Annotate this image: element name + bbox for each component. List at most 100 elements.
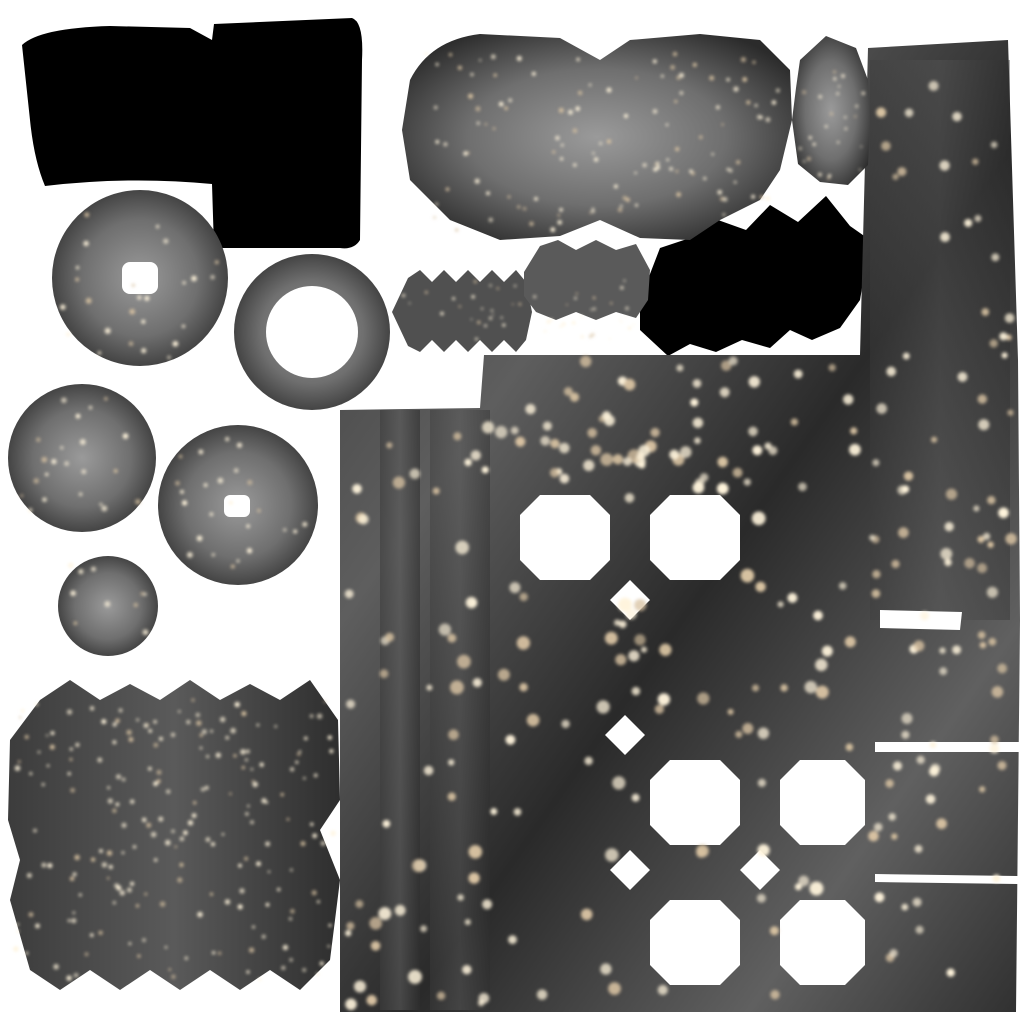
glitter-fleck — [225, 437, 230, 442]
glitter-fleck — [98, 930, 103, 935]
glitter-fleck — [448, 759, 455, 766]
glitter-fleck — [675, 169, 679, 173]
glitter-fleck — [72, 872, 77, 877]
glitter-fleck — [844, 636, 856, 648]
glitter-fleck — [209, 512, 214, 517]
glitter-fleck — [560, 157, 564, 161]
glitter-fleck — [769, 926, 779, 936]
glitter-fleck — [977, 563, 988, 574]
glitter-fleck — [964, 557, 975, 569]
glitter-fleck — [435, 140, 440, 144]
glitter-fleck — [217, 951, 222, 955]
glitter-fleck — [386, 442, 393, 449]
glitter-fleck — [344, 589, 354, 599]
glitter-fleck — [631, 686, 641, 696]
glitter-fleck — [518, 302, 522, 306]
shadow-islands — [22, 18, 870, 356]
glitter-fleck — [897, 485, 907, 495]
glitter-fleck — [742, 723, 754, 734]
glitter-fleck — [61, 397, 67, 403]
glitter-fleck — [74, 854, 80, 861]
glitter-fleck — [178, 454, 183, 459]
glitter-fleck — [590, 308, 593, 311]
glitter-fleck — [435, 202, 439, 206]
glitter-fleck — [382, 819, 391, 828]
glitter-fleck — [90, 933, 94, 937]
glitter-fleck — [821, 645, 833, 657]
glitter-fleck — [201, 729, 207, 735]
glitter-fleck — [143, 592, 147, 596]
glitter-fleck — [172, 340, 179, 347]
glitter-fleck — [557, 220, 562, 225]
glitter-fleck — [267, 870, 271, 874]
glitter-fleck — [912, 897, 922, 907]
glitter-fleck — [531, 71, 536, 76]
glitter-fleck — [146, 723, 149, 726]
glitter-fleck — [692, 62, 697, 67]
glitter-fleck — [914, 844, 923, 853]
glitter-fleck — [440, 311, 444, 316]
glitter-fleck — [302, 968, 307, 972]
glitter-fleck — [42, 497, 47, 502]
glitter-fleck — [818, 94, 823, 99]
glitter-fleck — [408, 302, 411, 305]
glitter-fleck — [81, 469, 87, 475]
glitter-fleck — [73, 973, 79, 978]
glitter-fleck — [690, 398, 699, 407]
glitter-fleck — [813, 610, 823, 621]
glitter-fleck — [101, 505, 108, 512]
glitter-fleck — [205, 837, 211, 842]
glitter-fleck — [516, 55, 522, 61]
glitter-fleck — [850, 427, 858, 435]
glitter-fleck — [313, 773, 318, 778]
glitter-fleck — [625, 608, 637, 620]
glitter-fleck — [798, 147, 802, 150]
glitter-fleck — [815, 658, 828, 672]
glitter-fleck — [135, 904, 140, 908]
glitter-fleck — [642, 162, 647, 168]
glitter-fleck — [871, 589, 881, 598]
glitter-fleck — [71, 918, 77, 924]
glitter-fleck — [653, 167, 658, 172]
glitter-fleck — [167, 355, 171, 360]
glitter-fleck — [75, 277, 79, 282]
glitter-fleck — [756, 893, 766, 903]
glitter-fleck — [99, 502, 103, 506]
glitter-fleck — [981, 308, 990, 316]
diamond-hole-4 — [740, 850, 780, 890]
glitter-fleck — [979, 786, 986, 793]
glitter-fleck — [625, 197, 630, 202]
glitter-fleck — [999, 332, 1008, 341]
glitter-fleck — [628, 650, 640, 662]
glitter-fleck — [751, 194, 756, 199]
glitter-fleck — [158, 816, 164, 822]
glitter-fleck — [722, 197, 728, 202]
hole-1 — [520, 495, 610, 580]
glitter-fleck — [323, 700, 327, 704]
glitter-fleck — [70, 787, 75, 793]
glitter-fleck — [550, 318, 553, 321]
glitter-fleck — [815, 685, 829, 699]
glitter-fleck — [765, 117, 771, 123]
glitter-fleck — [186, 720, 191, 725]
glitter-fleck — [743, 478, 751, 486]
glitter-fleck — [874, 892, 885, 903]
glitter-fleck — [97, 757, 103, 763]
glitter-fleck — [489, 284, 492, 287]
glitter-fleck — [793, 369, 803, 379]
glitter-fleck — [892, 761, 903, 771]
glitter-fleck — [153, 858, 158, 862]
glitter-fleck — [861, 91, 866, 96]
glitter-fleck — [198, 449, 204, 455]
glitter-fleck — [35, 702, 39, 707]
glitter-fleck — [20, 709, 25, 713]
glitter-fleck — [802, 90, 806, 95]
glitter-fleck — [28, 912, 34, 918]
glitter-fleck — [144, 892, 148, 896]
glitter-fleck — [495, 425, 508, 439]
glitter-fleck — [280, 792, 284, 797]
glitter-fleck — [516, 636, 531, 650]
glitter-fleck — [931, 436, 938, 443]
glitter-fleck — [901, 903, 909, 911]
